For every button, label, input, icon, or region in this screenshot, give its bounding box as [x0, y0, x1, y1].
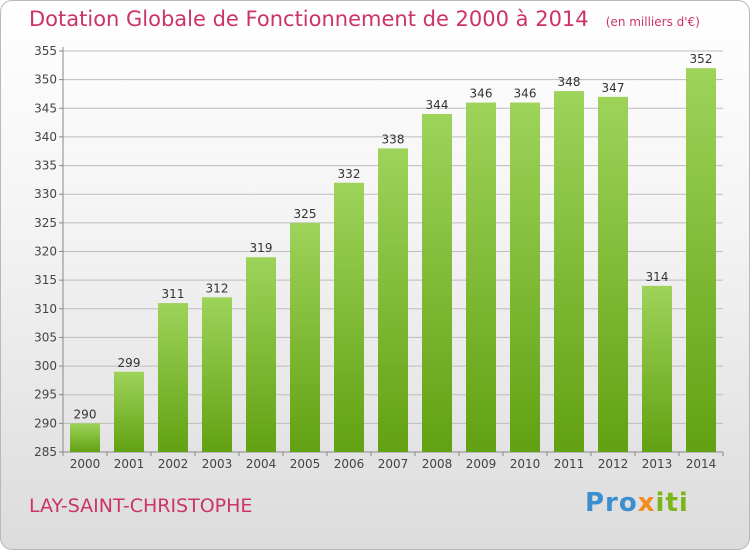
chart-title: Dotation Globale de Fonctionnement de 20…	[29, 7, 700, 31]
x-tick-label: 2012	[598, 457, 629, 471]
y-tick-label: 345	[34, 101, 57, 115]
bars	[70, 68, 716, 453]
y-tick-label: 310	[34, 302, 57, 316]
x-tick-label: 2004	[246, 457, 277, 471]
bar	[510, 102, 540, 453]
y-tick-label: 330	[34, 187, 57, 201]
bar-value-label: 344	[426, 98, 449, 112]
x-tick-label: 2009	[466, 457, 497, 471]
x-tick-label: 2014	[686, 457, 717, 471]
bar-value-label: 338	[382, 132, 405, 146]
title-unit: (en milliers d'€)	[605, 15, 700, 29]
bar	[598, 96, 628, 452]
y-tick-label: 325	[34, 216, 57, 230]
x-tick-label: 2002	[158, 457, 189, 471]
x-tick-label: 2007	[378, 457, 409, 471]
y-tick-label: 355	[34, 44, 57, 58]
x-tick-label: 2000	[70, 457, 101, 471]
y-tick-label: 340	[34, 130, 57, 144]
bar-value-label: 314	[646, 270, 669, 284]
y-tick-label: 285	[34, 445, 57, 459]
y-tick-labels: 285 290 295 300 305 310 315 320 325 330 335 340 345 3…	[34, 44, 57, 459]
x-tick-label: 2003	[202, 457, 233, 471]
bar	[114, 371, 144, 452]
bar-value-label: 319	[250, 241, 273, 255]
proxiti-logo: Proxiti	[585, 488, 689, 518]
x-tick-label: 2006	[334, 457, 365, 471]
bar	[642, 285, 672, 452]
logo-part-3: iti	[655, 488, 689, 518]
bar	[686, 68, 716, 452]
bar	[466, 102, 496, 453]
bar	[554, 91, 584, 452]
bar	[422, 114, 452, 452]
bar-value-label: 312	[206, 281, 229, 295]
bar-value-label: 325	[294, 207, 317, 221]
bar	[202, 297, 232, 452]
value-labels: 290 299 311 312 319 325 332 338 344 346 346 348 347 3…	[74, 52, 713, 421]
bar	[334, 182, 364, 452]
x-tick-label: 2008	[422, 457, 453, 471]
x-tick-label: 2001	[114, 457, 145, 471]
bar-value-label: 346	[470, 87, 493, 101]
bar-value-label: 332	[338, 167, 361, 181]
bar-value-label: 352	[690, 52, 713, 66]
bar-value-label: 299	[118, 356, 141, 370]
y-tick-label: 295	[34, 388, 57, 402]
x-tick-label: 2010	[510, 457, 541, 471]
bar	[70, 423, 100, 452]
bar-value-label: 346	[514, 87, 537, 101]
logo-part-1: Pro	[585, 488, 638, 518]
x-tick-labels: 2000 2001 2002 2003 2004 2005 2006 2007 2008 2009…	[70, 457, 717, 471]
y-tick-label: 300	[34, 359, 57, 373]
y-tick-label: 320	[34, 245, 57, 259]
y-tick-label: 315	[34, 273, 57, 287]
bar-value-label: 311	[162, 287, 185, 301]
bar	[378, 148, 408, 452]
bar	[290, 222, 320, 452]
y-tick-label: 350	[34, 73, 57, 87]
x-tick-label: 2013	[642, 457, 673, 471]
title-text: Dotation Globale de Fonctionnement de 20…	[29, 7, 589, 31]
y-tick-label: 335	[34, 159, 57, 173]
bar-value-label: 290	[74, 407, 97, 421]
x-tick-label: 2005	[290, 457, 321, 471]
bar	[246, 257, 276, 452]
commune-name: LAY-SAINT-CHRISTOPHE	[29, 495, 253, 517]
x-tick-label: 2011	[554, 457, 585, 471]
bar	[158, 303, 188, 452]
y-tick-label: 290	[34, 416, 57, 430]
bar-value-label: 348	[558, 75, 581, 89]
y-tick-label: 305	[34, 330, 57, 344]
logo-part-2: x	[637, 488, 656, 518]
bar-value-label: 347	[602, 81, 625, 95]
